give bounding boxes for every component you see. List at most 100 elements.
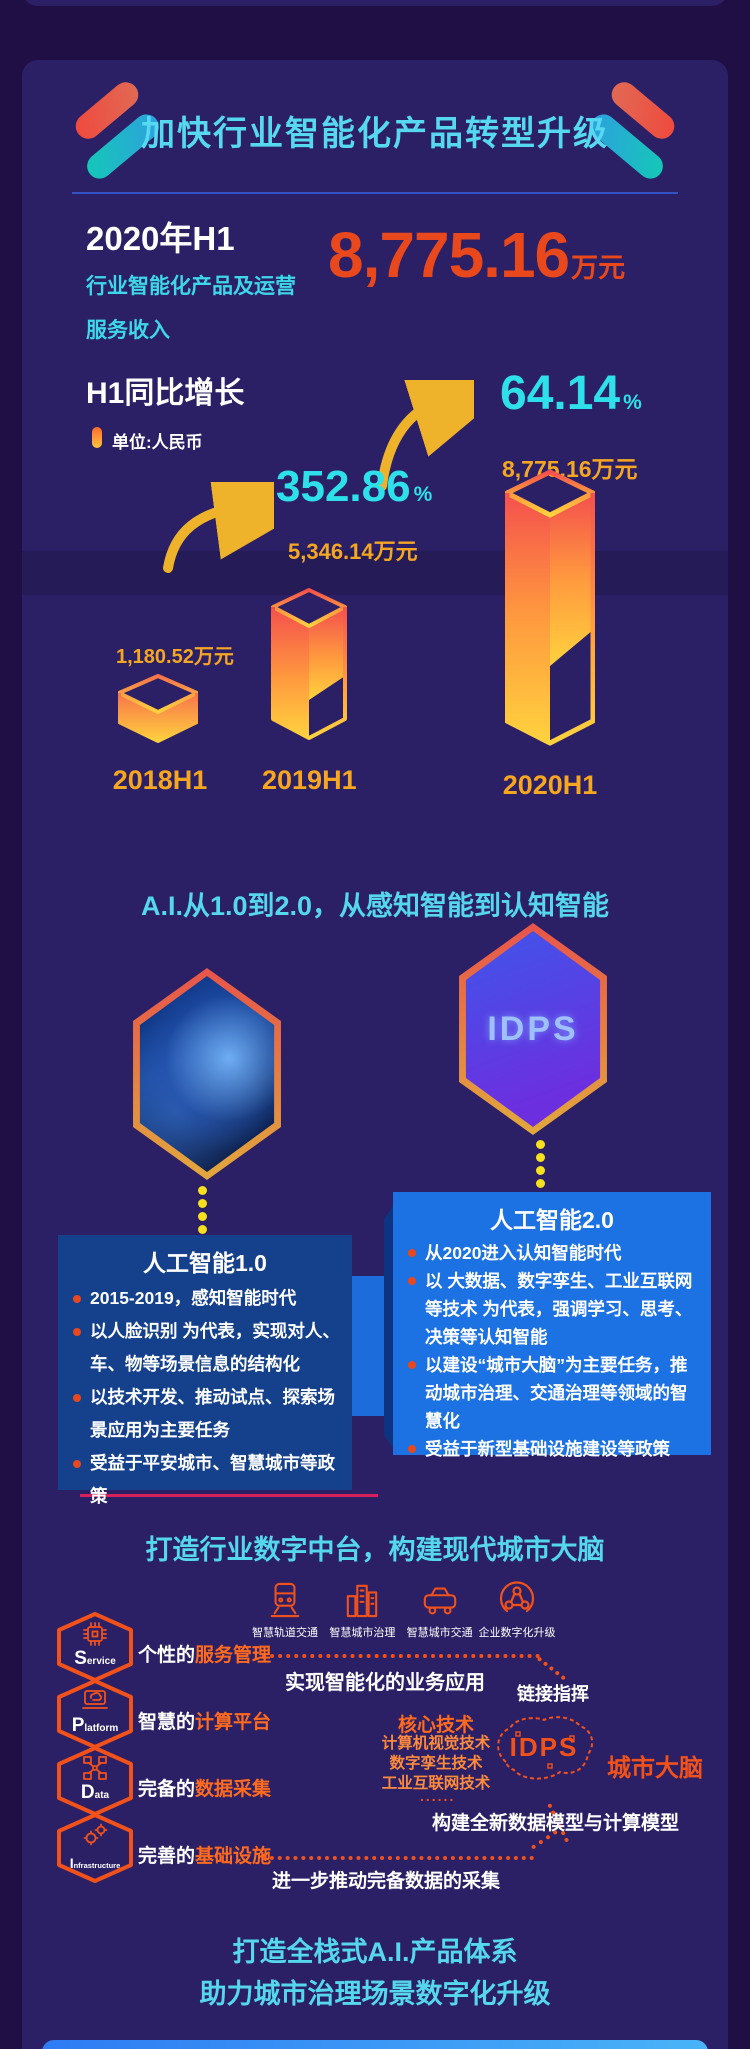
- core-tech-item: 数字孪生技术: [389, 1755, 483, 1772]
- growth-title: H1同比增长: [86, 377, 245, 410]
- list-item: 受益于新型基础设施建设等政策: [405, 1435, 699, 1463]
- pct-value: 64.14: [500, 367, 621, 420]
- layer-name: 计算平台: [195, 1712, 272, 1733]
- value-unit: 万元: [193, 646, 234, 668]
- screen-icon: [82, 1690, 108, 1709]
- layer-infrastructure-hexagon: Infrastructure: [57, 1813, 133, 1883]
- dotted-connector-left: [198, 1186, 207, 1234]
- growth-arrow-2020-icon: [377, 380, 474, 491]
- app-item: 智慧城市交通: [403, 1580, 477, 1640]
- dot-icon: [536, 1166, 545, 1175]
- link-note: 链接指挥: [517, 1684, 589, 1704]
- value-number: 1,180.52: [116, 646, 194, 668]
- ai20-card: 人工智能2.0 从2020进入认知智能时代 以 大数据、数字孪生、工业互联网等技…: [393, 1192, 711, 1459]
- layer-word: Infrastructure: [57, 1855, 133, 1873]
- value-number: 5,346.14: [288, 539, 374, 564]
- layer-letter: I: [69, 1855, 74, 1871]
- dot-icon: [198, 1225, 207, 1234]
- layer-word: Data: [57, 1782, 133, 1804]
- layer-name: 数据采集: [195, 1779, 272, 1800]
- dot-icon: [536, 1153, 545, 1162]
- dot-icon: [536, 1179, 545, 1188]
- list-item: 以建设“城市大脑”为主要任务，推动城市治理、交通治理等领域的智慧化: [405, 1351, 699, 1435]
- app-label: 企业数字化升级: [478, 1627, 556, 1639]
- revenue-amount-value: 8,775.16: [328, 219, 570, 291]
- ai20-title: 人工智能2.0: [490, 1207, 614, 1233]
- header-divider: [72, 192, 678, 194]
- unit-label: 单位:人民币: [112, 433, 203, 452]
- ai10-bullet-list: 2015-2019，感知智能时代 以人脸识别 为代表，实现对人、车、物等场景信息…: [58, 1282, 352, 1513]
- revenue-amount-unit: 万元: [571, 253, 626, 283]
- layer-letter: S: [74, 1648, 87, 1669]
- layer-label-data: 完备的数据采集: [138, 1774, 271, 1801]
- layer-word: Service: [57, 1648, 133, 1670]
- core-tech-item: 计算机视觉技术: [381, 1735, 491, 1752]
- list-item: 2015-2019，感知智能时代: [70, 1282, 340, 1315]
- bar-2019-icon: [271, 588, 347, 740]
- value-2018: 1,180.52万元: [116, 640, 234, 669]
- dotted-connector-right: [536, 1140, 545, 1188]
- unit-bullet-icon: [92, 427, 102, 448]
- layer-letter: D: [80, 1782, 95, 1803]
- ellipsis-dots: ......: [420, 1788, 456, 1804]
- city-icon: [347, 1584, 378, 1618]
- app-item: 智慧城市治理: [325, 1580, 399, 1640]
- layer-prefix: 个性的: [138, 1645, 196, 1666]
- app-label: 智慧轨道交通: [252, 1627, 318, 1639]
- bullet-text: 2015-2019，感知智能时代: [90, 1288, 297, 1308]
- car-icon: [423, 1587, 456, 1615]
- dot-icon: [198, 1199, 207, 1208]
- pct-value: 352.86: [276, 462, 411, 511]
- model-note: 构建全新数据模型与计算模型: [432, 1813, 680, 1834]
- value-unit: 万元: [591, 456, 638, 482]
- app-item: 智慧轨道交通: [248, 1580, 322, 1640]
- layer-data-hexagon: Data: [57, 1746, 133, 1816]
- layer-platform-hexagon: Platform: [57, 1679, 133, 1749]
- growth-pct-2019: 352.86 %: [276, 462, 432, 512]
- platform-section-heading: 打造行业数字中台，构建现代城市大脑: [145, 1535, 605, 1565]
- layer-prefix: 完备的: [138, 1779, 196, 1800]
- layer-name: 服务管理: [195, 1645, 272, 1666]
- list-item: 以人脸识别 为代表，实现对人、车、物等场景信息的结构化: [70, 1315, 340, 1381]
- nodes-icon: [83, 1756, 107, 1780]
- dotted-line-data: [262, 1856, 534, 1860]
- bullet-text: 受益于新型基础设施建设等政策: [425, 1439, 670, 1459]
- app-item: 企业数字化升级: [478, 1580, 556, 1640]
- bar-label-2020: 2020H1: [502, 770, 598, 800]
- footer-line2: 助力城市治理场景数字化升级: [199, 1979, 551, 2009]
- list-item: 以技术开发、推动试点、探索场景应用为主要任务: [70, 1381, 340, 1447]
- dot-icon: [198, 1212, 207, 1221]
- revenue-amount: 8,775.16 万元: [328, 218, 625, 292]
- gears-icon: [83, 1823, 108, 1846]
- bullet-text: 以建设“城市大脑”为主要任务，推动城市治理、交通治理等领域的智慧化: [425, 1355, 688, 1431]
- app-label: 智慧城市交通: [406, 1627, 473, 1639]
- bullet-text: 受益于平安城市、智慧城市等政策: [90, 1453, 335, 1506]
- bullet-text: 以 大数据、数字孪生、工业互联网等技术 为代表，强调学习、思考、决策等认知智能: [425, 1271, 693, 1347]
- revenue-desc-line1: 行业智能化产品及运营: [86, 275, 296, 298]
- ai-section-heading: A.I.从1.0到2.0，从感知智能到认知智能: [140, 891, 610, 921]
- pct-symbol: %: [413, 483, 433, 506]
- core-tech-title: 核心技术: [397, 1715, 474, 1736]
- list-item: 从2020进入认知智能时代: [405, 1239, 699, 1267]
- value-number: 8,775.16: [502, 456, 592, 482]
- page-title: 加快行业智能化产品转型升级: [141, 115, 609, 153]
- bullet-text: 以人脸识别 为代表，实现对人、车、物等场景信息的结构化: [90, 1321, 340, 1374]
- bar-2018-icon: [118, 674, 198, 743]
- value-unit: 万元: [373, 539, 418, 564]
- hexagon-outline-icon: [57, 1813, 133, 1883]
- bullet-text: 从2020进入认知智能时代: [425, 1243, 622, 1263]
- value-2020: 8,775.16万元: [502, 450, 638, 484]
- layer-word-rest: latform: [84, 1723, 119, 1734]
- dot-icon: [536, 1140, 545, 1149]
- bar-label-2018: 2018H1: [112, 765, 208, 795]
- core-tech-items: 计算机视觉技术 数字孪生技术 工业互联网技术: [378, 1734, 494, 1794]
- pct-symbol: %: [623, 391, 642, 414]
- layer-service-hexagon: Service: [57, 1612, 133, 1682]
- idps-label: IDPS: [487, 1009, 579, 1048]
- layer-word-rest: ata: [94, 1790, 110, 1801]
- layer-word: Platform: [57, 1715, 133, 1737]
- next-card-edge: [42, 2040, 708, 2049]
- list-item: 以 大数据、数字孪生、工业互联网等技术 为代表，强调学习、思考、决策等认知智能: [405, 1267, 699, 1351]
- layer-prefix: 完善的: [138, 1846, 196, 1867]
